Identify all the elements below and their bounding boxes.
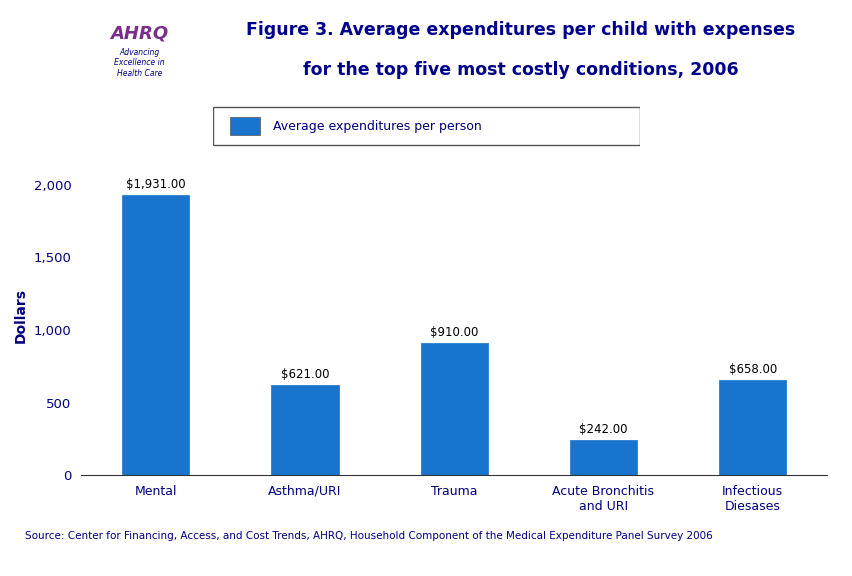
- Bar: [271, 385, 338, 475]
- Bar: [718, 380, 786, 475]
- Text: Figure 3. Average expenditures per child with expenses: Figure 3. Average expenditures per child…: [245, 21, 794, 39]
- Text: $242.00: $242.00: [579, 423, 627, 437]
- Text: $910.00: $910.00: [429, 327, 478, 339]
- Text: AHRQ: AHRQ: [111, 24, 169, 42]
- Bar: [230, 117, 260, 135]
- Text: Average expenditures per person: Average expenditures per person: [273, 120, 481, 132]
- Text: $658.00: $658.00: [728, 363, 776, 376]
- Text: for the top five most costly conditions, 2006: for the top five most costly conditions,…: [302, 61, 737, 79]
- Text: Advancing
Excellence in
Health Care: Advancing Excellence in Health Care: [114, 48, 164, 78]
- FancyBboxPatch shape: [213, 108, 639, 145]
- Text: Source: Center for Financing, Access, and Cost Trends, AHRQ, Household Component: Source: Center for Financing, Access, an…: [26, 531, 712, 541]
- Y-axis label: Dollars: Dollars: [14, 288, 28, 343]
- Bar: [420, 343, 487, 475]
- Text: $621.00: $621.00: [280, 368, 329, 381]
- Bar: [122, 195, 189, 475]
- Text: $1,931.00: $1,931.00: [126, 178, 185, 191]
- Bar: [569, 440, 636, 475]
